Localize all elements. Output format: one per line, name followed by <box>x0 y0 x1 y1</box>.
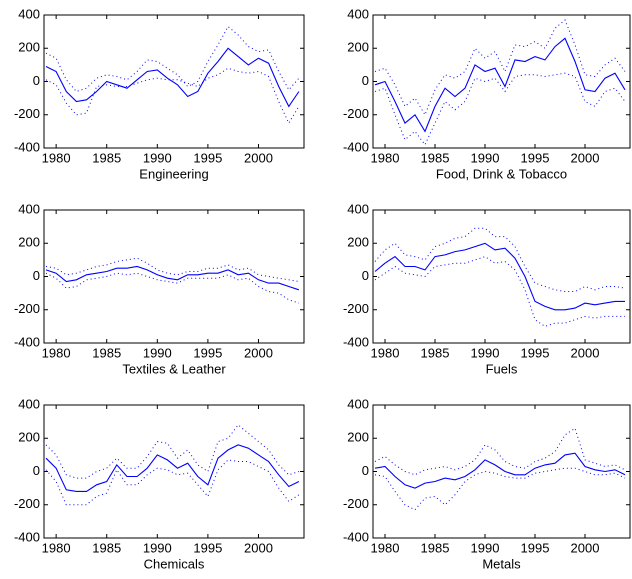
series-line <box>374 467 626 511</box>
x-axis-label: Food, Drink & Tobacco <box>436 166 567 181</box>
x-tick-label: 1980 <box>371 150 400 165</box>
series-line <box>45 47 300 108</box>
y-tick-label: 200 <box>347 40 369 55</box>
series-line <box>374 19 626 116</box>
x-tick-label: 1995 <box>193 150 222 165</box>
x-tick-label: 1985 <box>421 150 450 165</box>
x-tick-label: 2000 <box>244 150 273 165</box>
x-tick-label: 1980 <box>371 345 400 360</box>
axes-box <box>372 209 631 344</box>
x-tick-label: 1985 <box>92 345 121 360</box>
x-tick-label: 1985 <box>92 150 121 165</box>
y-tick-label: -200 <box>14 301 40 316</box>
x-tick-label: 2000 <box>571 345 600 360</box>
x-tick-label: 1990 <box>471 540 500 555</box>
series-line <box>45 444 300 492</box>
x-tick-label: 2000 <box>571 150 600 165</box>
y-tick-label: 400 <box>18 201 40 216</box>
y-tick-label: 400 <box>18 6 40 21</box>
axes-box <box>43 209 305 344</box>
y-tick-label: 200 <box>347 430 369 445</box>
y-tick-label: 400 <box>347 6 369 21</box>
x-tick-label: 1995 <box>521 345 550 360</box>
y-tick-label: -400 <box>14 334 40 349</box>
series-line <box>374 427 626 476</box>
x-tick-label: 1990 <box>143 540 172 555</box>
axes-box <box>372 404 631 539</box>
series-line <box>374 227 626 292</box>
x-axis-label: Fuels <box>486 361 518 376</box>
y-tick-label: 400 <box>347 396 369 411</box>
x-tick-label: 1990 <box>143 150 172 165</box>
x-axis-label: Chemicals <box>144 556 205 571</box>
y-tick-label: 200 <box>347 235 369 250</box>
y-tick-label: 400 <box>347 201 369 216</box>
x-tick-label: 1990 <box>143 345 172 360</box>
x-tick-label: 2000 <box>244 540 273 555</box>
x-tick-label: 1985 <box>421 345 450 360</box>
series-line <box>374 452 626 489</box>
axes-box <box>43 14 305 149</box>
x-tick-label: 1995 <box>521 540 550 555</box>
y-tick-label: 0 <box>33 73 40 88</box>
x-axis-label: Engineering <box>139 166 208 181</box>
y-tick-label: -400 <box>343 334 369 349</box>
x-tick-label: 1980 <box>42 150 71 165</box>
x-tick-label: 1980 <box>42 540 71 555</box>
y-tick-label: 0 <box>362 73 369 88</box>
x-tick-label: 1985 <box>421 540 450 555</box>
x-tick-label: 1985 <box>92 540 121 555</box>
y-tick-label: 200 <box>18 430 40 445</box>
x-tick-label: 1980 <box>371 540 400 555</box>
y-tick-label: -400 <box>14 529 40 544</box>
x-tick-label: 1990 <box>471 345 500 360</box>
series-line <box>45 272 300 304</box>
x-tick-label: 1990 <box>471 150 500 165</box>
series-line <box>374 242 625 311</box>
y-tick-label: 0 <box>362 268 369 283</box>
x-axis-label: Metals <box>482 556 521 571</box>
y-tick-label: 200 <box>18 235 40 250</box>
x-tick-label: 1995 <box>193 540 222 555</box>
y-tick-label: -200 <box>14 106 40 121</box>
series-line <box>374 37 626 133</box>
series-line <box>45 459 300 506</box>
y-tick-label: -400 <box>14 139 40 154</box>
x-tick-label: 1995 <box>521 150 550 165</box>
axes-box <box>372 14 631 149</box>
y-tick-label: -200 <box>343 496 369 511</box>
y-tick-label: -400 <box>343 139 369 154</box>
x-tick-label: 2000 <box>244 345 273 360</box>
y-tick-label: 400 <box>18 396 40 411</box>
y-tick-label: -200 <box>343 301 369 316</box>
x-axis-label: Textiles & Leather <box>122 361 226 376</box>
y-tick-label: -200 <box>14 496 40 511</box>
y-tick-label: -200 <box>343 106 369 121</box>
y-tick-label: 0 <box>33 268 40 283</box>
x-tick-label: 2000 <box>571 540 600 555</box>
axes-box <box>43 404 305 539</box>
y-tick-label: 0 <box>33 463 40 478</box>
series-line <box>45 265 300 291</box>
x-tick-label: 1980 <box>42 345 71 360</box>
x-tick-label: 1995 <box>193 345 222 360</box>
y-tick-label: -400 <box>343 529 369 544</box>
y-tick-label: 0 <box>362 463 369 478</box>
y-tick-label: 200 <box>18 40 40 55</box>
